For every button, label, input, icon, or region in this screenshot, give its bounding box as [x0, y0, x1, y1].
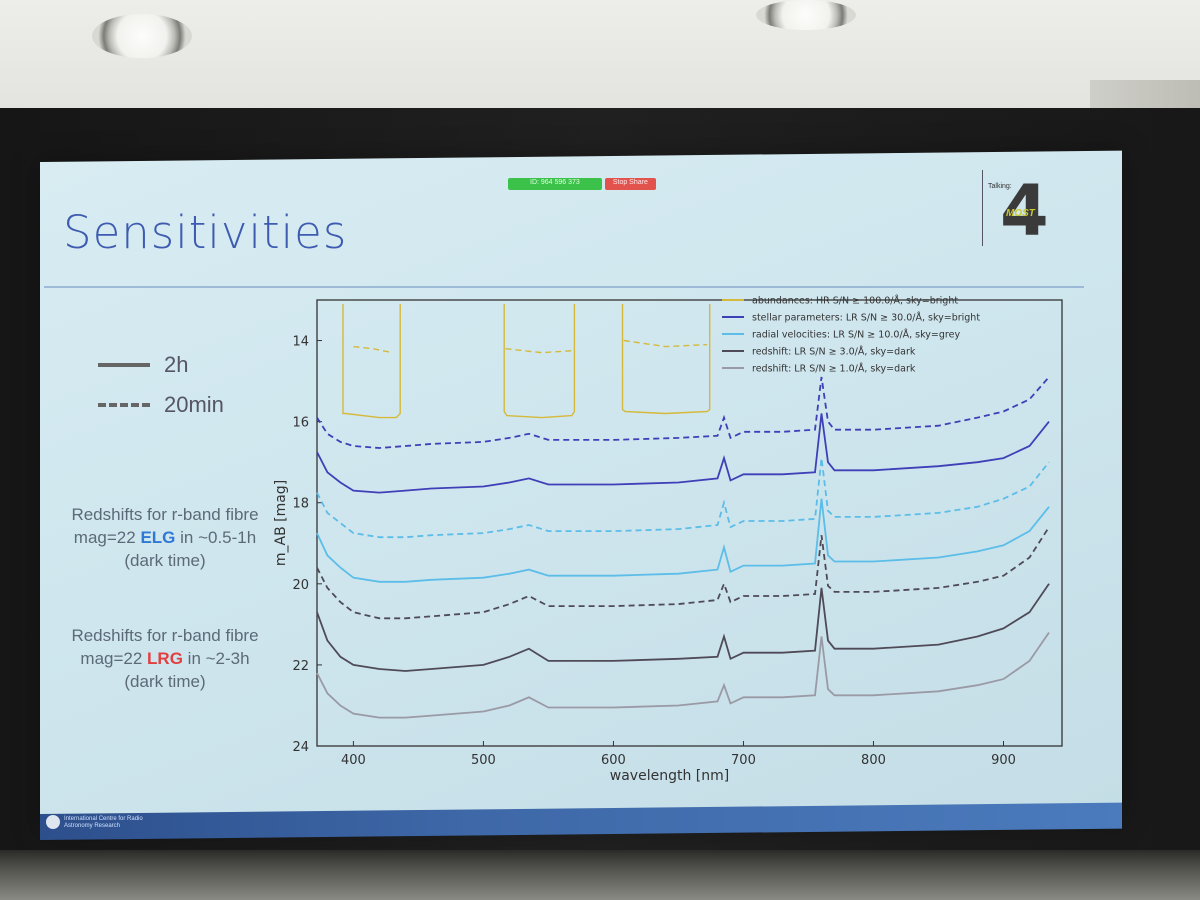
dashed-line-swatch: [98, 403, 150, 407]
series-0-segment-0: [342, 304, 401, 419]
plot-frame: [316, 299, 1063, 747]
y-tick-label-4: 22: [292, 659, 309, 674]
series-4-line: [316, 498, 1050, 583]
screen-share-toolbar: ID: 964 596 373 Stop Share: [508, 178, 656, 190]
y-tick-label-1: 16: [292, 416, 309, 431]
series-2-line: [316, 413, 1050, 494]
room-floor: [0, 850, 1200, 900]
solid-line-swatch: [98, 363, 150, 367]
series-0-segment-2: [621, 304, 711, 415]
x-tick-label-5: 900: [991, 753, 1016, 768]
dashed-line-label: 20min: [164, 392, 224, 417]
note-elg-highlight: ELG: [140, 528, 176, 547]
logo-label: Talking:: [988, 183, 1012, 190]
ceiling-light-right: [756, 0, 856, 30]
logo-frame: [982, 170, 1055, 246]
legend-label-1: stellar parameters: LR S/N ≥ 30.0/Å, sky…: [752, 312, 980, 324]
logo-brand: MOST: [1006, 208, 1035, 219]
series-5-line: [316, 457, 1050, 539]
x-tick-label-2: 600: [601, 753, 626, 768]
note-lrg-pre: Redshifts for r-band fibre mag=22: [71, 626, 259, 668]
note-lrg-highlight: LRG: [147, 649, 183, 668]
slide-title: Sensitivities: [63, 206, 348, 259]
note-elg-post: in ~0.5-1h (dark time): [124, 528, 257, 570]
y-tick-label-0: 14: [292, 335, 309, 350]
x-tick-label-0: 400: [341, 753, 366, 768]
series-0-segment-1: [503, 304, 576, 419]
legend-label-0: abundances: HR S/N ≥ 100.0/Å, sky=bright: [752, 295, 958, 307]
legend-label-2: radial velocities: LR S/N ≥ 10.0/Å, sky=…: [752, 329, 960, 341]
logo-digit: 4: [1000, 170, 1049, 252]
series-8-line: [316, 631, 1050, 719]
note-lrg-post: in ~2-3h (dark time): [124, 649, 250, 691]
series-1-segment-1: [505, 348, 572, 354]
y-axis-title: m_AB [mag]: [273, 480, 289, 566]
ceiling-light-left: [92, 14, 192, 58]
x-axis-title: wavelength [nm]: [610, 768, 729, 784]
series-7-line: [316, 526, 1050, 620]
legend-label-3: redshift: LR S/N ≥ 3.0/Å, sky=dark: [752, 346, 916, 358]
solid-line-label: 2h: [164, 352, 189, 377]
y-tick-label-2: 18: [292, 497, 309, 512]
footer-text: International Centre for Radio Astronomy…: [64, 816, 143, 829]
series-1-segment-0: [353, 345, 393, 354]
line-legend-dashed: 20min: [98, 392, 224, 418]
note-lrg: Redshifts for r-band fibre mag=22 LRG in…: [60, 624, 270, 693]
ceiling: [0, 0, 1200, 120]
note-elg: Redshifts for r-band fibre mag=22 ELG in…: [60, 503, 270, 572]
x-tick-label-4: 800: [861, 753, 886, 768]
line-legend-solid: 2h: [98, 352, 188, 378]
x-tick-label-3: 700: [731, 753, 756, 768]
x-tick-label-1: 500: [471, 753, 496, 768]
series-1-segment-2: [623, 339, 708, 348]
y-tick-label-5: 24: [292, 740, 309, 755]
series-6-line: [316, 583, 1050, 672]
legend-label-4: redshift: LR S/N ≥ 1.0/Å, sky=dark: [752, 363, 916, 375]
stop-share-button[interactable]: Stop Share: [604, 178, 656, 190]
icrar-logo-icon: [46, 815, 60, 829]
y-tick-label-3: 20: [292, 578, 309, 593]
meeting-id-badge[interactable]: ID: 964 596 373: [508, 178, 602, 190]
title-divider: [44, 286, 1084, 288]
note-elg-pre: Redshifts for r-band fibre mag=22: [71, 505, 259, 547]
series-3-line: [316, 376, 1050, 449]
